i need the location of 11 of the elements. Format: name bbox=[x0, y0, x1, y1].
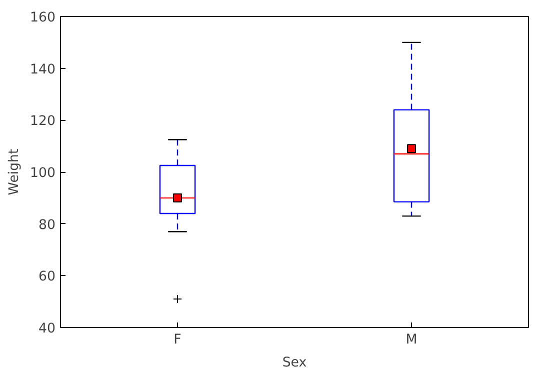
y-axis-title: Weight bbox=[7, 148, 22, 196]
y-tick-label: 40 bbox=[38, 322, 56, 336]
x-tick-label: F bbox=[174, 332, 182, 348]
y-tick-label: 60 bbox=[38, 270, 56, 285]
y-tick-label: 160 bbox=[30, 10, 56, 26]
y-tick-label: 140 bbox=[30, 62, 56, 78]
y-tick-label: 120 bbox=[30, 114, 56, 130]
x-tick-label: M bbox=[406, 332, 418, 348]
y-tick-label: 100 bbox=[30, 166, 56, 181]
y-tick-label: 80 bbox=[38, 218, 56, 233]
x-axis-title: Sex bbox=[282, 356, 307, 370]
